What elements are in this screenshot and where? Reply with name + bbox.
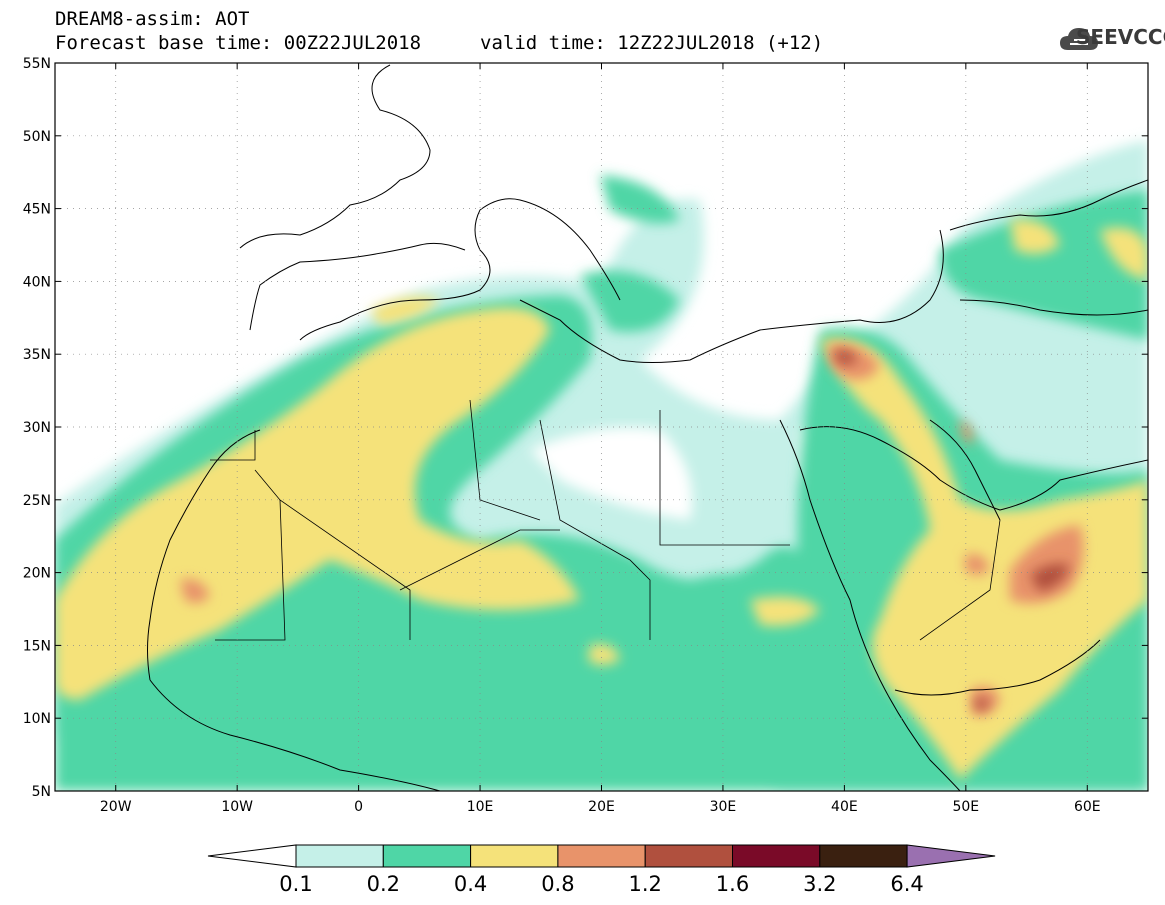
lat-label: 55N [23,56,51,72]
lon-label: 50E [952,799,979,815]
lat-label: 5N [32,784,51,800]
lon-label: 10W [221,799,253,815]
lat-label: 45N [23,202,51,218]
colorbar-box [382,844,472,868]
lon-label: 0 [354,799,363,815]
graticule [55,63,1148,791]
logo-text: SEEVCCC [1076,25,1165,49]
colorbar-label: 0.2 [367,872,400,896]
colorbar-label: 6.4 [890,872,923,896]
colorbar-box [819,844,908,868]
lon-label: 30E [710,799,737,815]
lon-label: 20E [588,799,615,815]
lat-label: 25N [23,493,51,509]
lat-label: 35N [23,347,51,363]
lat-label: 50N [23,129,51,145]
colorbar-under-arrow [207,844,297,868]
lat-label: 15N [23,638,51,654]
colorbar-label: 1.2 [628,872,661,896]
title-line-2: Forecast base time: 00Z22JUL2018 [55,32,422,54]
axis-ticks: 55N 50N 45N 40N 35N 30N 25N 20N 15N 10N 5N 20W 10W 0 1… [23,56,1148,815]
borders [210,399,1001,641]
colorbar-box [644,844,734,868]
lat-label: 20N [23,566,51,582]
colorbar-label: 0.8 [541,872,574,896]
colorbar-over-arrow [906,844,996,868]
lat-label: 30N [23,420,51,436]
title-line-1: DREAM8-assim: AOT [55,8,250,30]
colorbar-label: 1.6 [716,872,749,896]
colorbar-box [295,844,384,868]
colorbar-label: 3.2 [803,872,836,896]
lat-label: 40N [23,274,51,290]
lon-label: 20W [100,799,132,815]
colorbar-box [732,844,821,868]
colorbar-label: 0.1 [279,872,312,896]
lon-label: 40E [831,799,858,815]
colorbar-box [470,844,559,868]
colorbar-box [557,844,646,868]
colorbar-label: 0.4 [454,872,487,896]
lat-label: 10N [23,711,51,727]
lon-label: 10E [467,799,494,815]
cloud-logo-icon [1060,28,1098,50]
valid-time: valid time: 12Z22JUL2018 (+12) [480,32,824,54]
lon-label: 60E [1074,799,1101,815]
